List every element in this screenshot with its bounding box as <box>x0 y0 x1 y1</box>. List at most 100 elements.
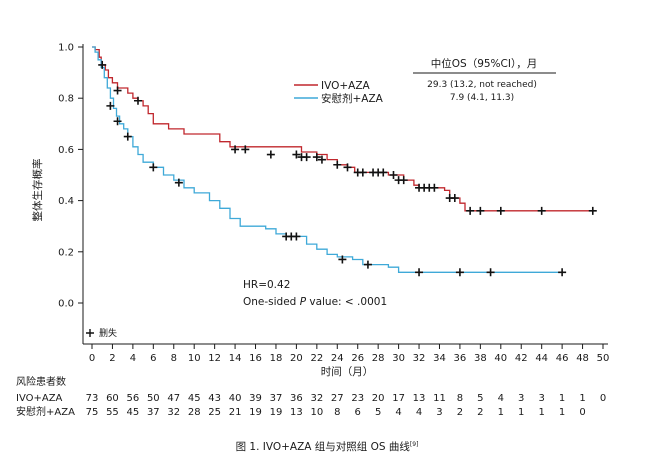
risk-count-placebo: 2 <box>477 407 483 418</box>
censor-mark-ivo <box>231 145 240 154</box>
x-tick-label: 26 <box>351 353 364 364</box>
risk-count-placebo: 3 <box>436 407 442 418</box>
censor-mark-ivo <box>379 168 388 177</box>
censor-mark-ivo <box>113 86 122 95</box>
censor-mark-ivo <box>98 60 107 69</box>
risk-row-label-placebo: 安慰剂+AZA <box>16 405 75 418</box>
censor-mark-placebo <box>106 101 115 110</box>
censor-mark-placebo <box>338 255 347 264</box>
y-axis-label: 整体生存概率 <box>31 159 44 222</box>
risk-count-placebo: 4 <box>416 407 422 418</box>
censor-mark-ivo <box>399 176 408 185</box>
y-tick-label: 0.0 <box>58 299 74 310</box>
x-tick-label: 16 <box>249 353 262 364</box>
x-tick-label: 28 <box>372 353 385 364</box>
censor-mark-ivo <box>450 194 459 203</box>
risk-count-placebo: 1 <box>559 407 565 418</box>
x-tick-label: 6 <box>150 353 156 364</box>
censor-mark-placebo <box>292 232 301 241</box>
censor-legend: 删失 <box>86 327 117 339</box>
risk-count-ivo: 17 <box>392 393 405 404</box>
x-tick-label: 10 <box>188 353 201 364</box>
risk-count-ivo: 13 <box>413 393 426 404</box>
censor-mark-ivo <box>241 145 250 154</box>
censor-mark-ivo <box>302 153 311 162</box>
risk-count-ivo: 8 <box>457 393 463 404</box>
x-tick-label: 40 <box>494 353 507 364</box>
censor-mark-placebo <box>363 260 372 269</box>
risk-count-ivo: 37 <box>270 393 283 404</box>
risk-count-ivo: 56 <box>127 393 140 404</box>
median-table-header: 中位OS（95%CI），月 <box>431 57 537 70</box>
risk-count-placebo: 5 <box>375 407 381 418</box>
risk-count-placebo: 55 <box>106 407 119 418</box>
risk-count-placebo: 32 <box>167 407 180 418</box>
risk-count-placebo: 6 <box>355 407 361 418</box>
x-tick-label: 36 <box>454 353 467 364</box>
legend-label-ivo: IVO+AZA <box>321 80 371 92</box>
censor-mark-ivo <box>133 96 142 105</box>
risk-count-placebo: 10 <box>310 407 323 418</box>
censor-mark-placebo <box>558 268 567 277</box>
censor-mark-ivo <box>496 206 505 215</box>
x-tick-label: 2 <box>109 353 115 364</box>
censor-marks <box>98 60 597 277</box>
risk-count-ivo: 4 <box>498 393 504 404</box>
x-tick-label: 48 <box>576 353 589 364</box>
risk-count-placebo: 1 <box>498 407 504 418</box>
risk-count-placebo: 25 <box>208 407 221 418</box>
x-tick-label: 0 <box>89 353 95 364</box>
censor-mark-ivo <box>266 150 275 159</box>
risk-count-ivo: 5 <box>477 393 483 404</box>
risk-count-ivo: 20 <box>372 393 385 404</box>
x-tick-label: 24 <box>331 353 344 364</box>
censor-mark-ivo <box>333 160 342 169</box>
x-tick-label: 44 <box>535 353 548 364</box>
risk-count-ivo: 1 <box>579 393 585 404</box>
risk-count-placebo: 19 <box>270 407 283 418</box>
censor-mark-ivo <box>430 183 439 192</box>
x-tick-label: 4 <box>130 353 136 364</box>
y-tick-label: 0.6 <box>58 145 74 156</box>
censor-mark-ivo <box>312 153 321 162</box>
censor-mark-placebo <box>113 117 122 126</box>
censor-legend-icon <box>86 329 94 337</box>
censor-mark-ivo <box>317 155 326 164</box>
risk-count-ivo: 73 <box>86 393 99 404</box>
risk-count-ivo: 39 <box>249 393 262 404</box>
p-value-annotation: One-sided P value: < .0001 <box>243 296 387 308</box>
x-tick-label: 30 <box>392 353 405 364</box>
risk-count-ivo: 23 <box>351 393 364 404</box>
x-tick-label: 12 <box>208 353 221 364</box>
risk-count-ivo: 1 <box>559 393 565 404</box>
censor-mark-ivo <box>343 163 352 172</box>
risk-count-placebo: 4 <box>395 407 401 418</box>
x-tick-label: 50 <box>597 353 610 364</box>
x-tick-label: 22 <box>310 353 323 364</box>
risk-count-ivo: 11 <box>433 393 446 404</box>
risk-count-ivo: 36 <box>290 393 303 404</box>
x-axis-label: 时间（月） <box>321 365 374 378</box>
risk-count-ivo: 60 <box>106 393 119 404</box>
risk-count-placebo: 0 <box>579 407 585 418</box>
median-os-table: 中位OS（95%CI），月 29.3 (13.2, not reached) 7… <box>413 57 556 103</box>
risk-count-placebo: 1 <box>518 407 524 418</box>
risk-count-ivo: 27 <box>331 393 344 404</box>
median-placebo-value: 7.9 (4.1, 11.3) <box>450 93 514 103</box>
x-tick-label: 34 <box>433 353 446 364</box>
risk-count-placebo: 19 <box>249 407 262 418</box>
censor-mark-placebo <box>149 163 158 172</box>
risk-count-ivo: 45 <box>188 393 201 404</box>
censor-mark-placebo <box>455 268 464 277</box>
censor-mark-ivo <box>389 171 398 179</box>
curve-ivo <box>92 46 593 212</box>
risk-table-title: 风险患者数 <box>16 375 66 388</box>
risk-count-ivo: 47 <box>167 393 180 404</box>
censor-mark-ivo <box>292 150 301 159</box>
y-tick-label: 0.8 <box>58 94 74 105</box>
risk-count-ivo: 3 <box>518 393 524 404</box>
y-tick-label: 0.4 <box>58 196 74 207</box>
x-tick-label: 38 <box>474 353 487 364</box>
x-tick-label: 14 <box>229 353 242 364</box>
